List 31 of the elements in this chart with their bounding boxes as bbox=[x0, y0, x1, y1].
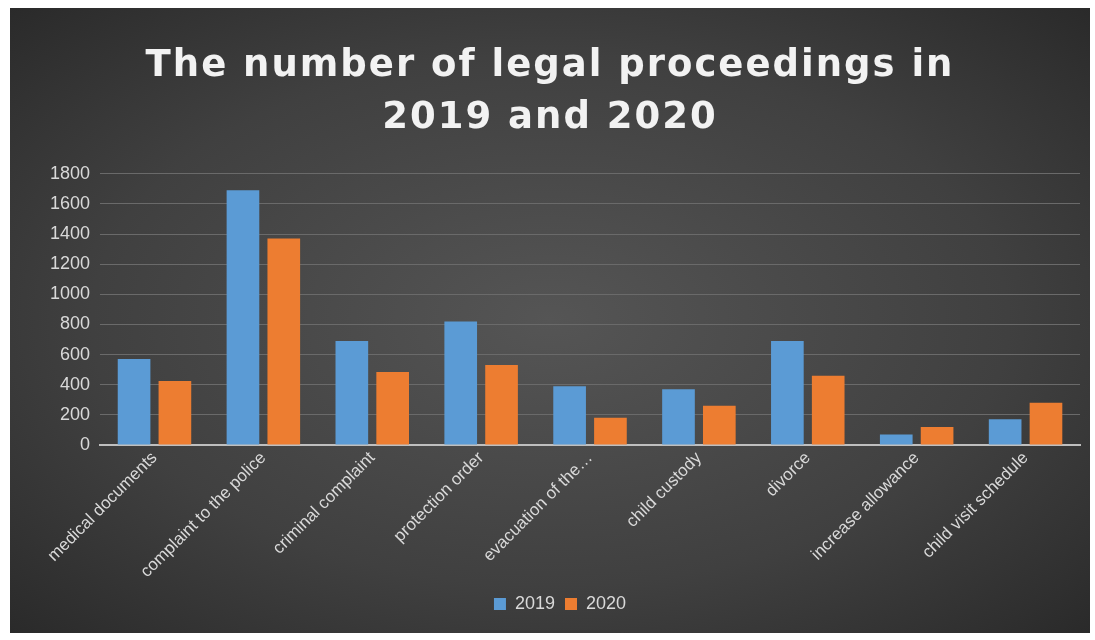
y-tick-label: 800 bbox=[60, 313, 91, 334]
y-tick-label: 600 bbox=[60, 343, 91, 364]
chart-title: The number of legal proceedings in 2019 and 2020 bbox=[144, 41, 956, 139]
bar bbox=[879, 434, 913, 445]
bar bbox=[376, 371, 409, 445]
bar bbox=[662, 389, 695, 445]
bar bbox=[226, 190, 260, 445]
bar bbox=[444, 321, 478, 445]
bar bbox=[553, 386, 586, 445]
bar bbox=[1029, 402, 1063, 445]
bar bbox=[158, 380, 192, 445]
bar bbox=[335, 341, 369, 445]
bar bbox=[702, 405, 736, 445]
y-tick-label: 1000 bbox=[50, 283, 91, 304]
y-tick-label: 1400 bbox=[50, 223, 91, 244]
y-tick-label: 1600 bbox=[50, 192, 91, 213]
bar bbox=[811, 375, 845, 445]
bar bbox=[117, 359, 151, 445]
y-tick-label: 400 bbox=[60, 373, 91, 394]
y-tick-label: 0 bbox=[80, 433, 91, 454]
y-tick-label: 1200 bbox=[50, 253, 91, 274]
y-tick-label: 1800 bbox=[50, 162, 91, 183]
bar bbox=[988, 419, 1022, 445]
bar bbox=[594, 417, 627, 445]
bar bbox=[920, 426, 954, 445]
y-tick-label: 200 bbox=[60, 403, 91, 424]
bar bbox=[485, 365, 518, 445]
legend-label: 2019 bbox=[514, 592, 555, 613]
bar bbox=[771, 341, 804, 445]
bar bbox=[267, 238, 301, 445]
legend-label: 2020 bbox=[586, 592, 627, 613]
